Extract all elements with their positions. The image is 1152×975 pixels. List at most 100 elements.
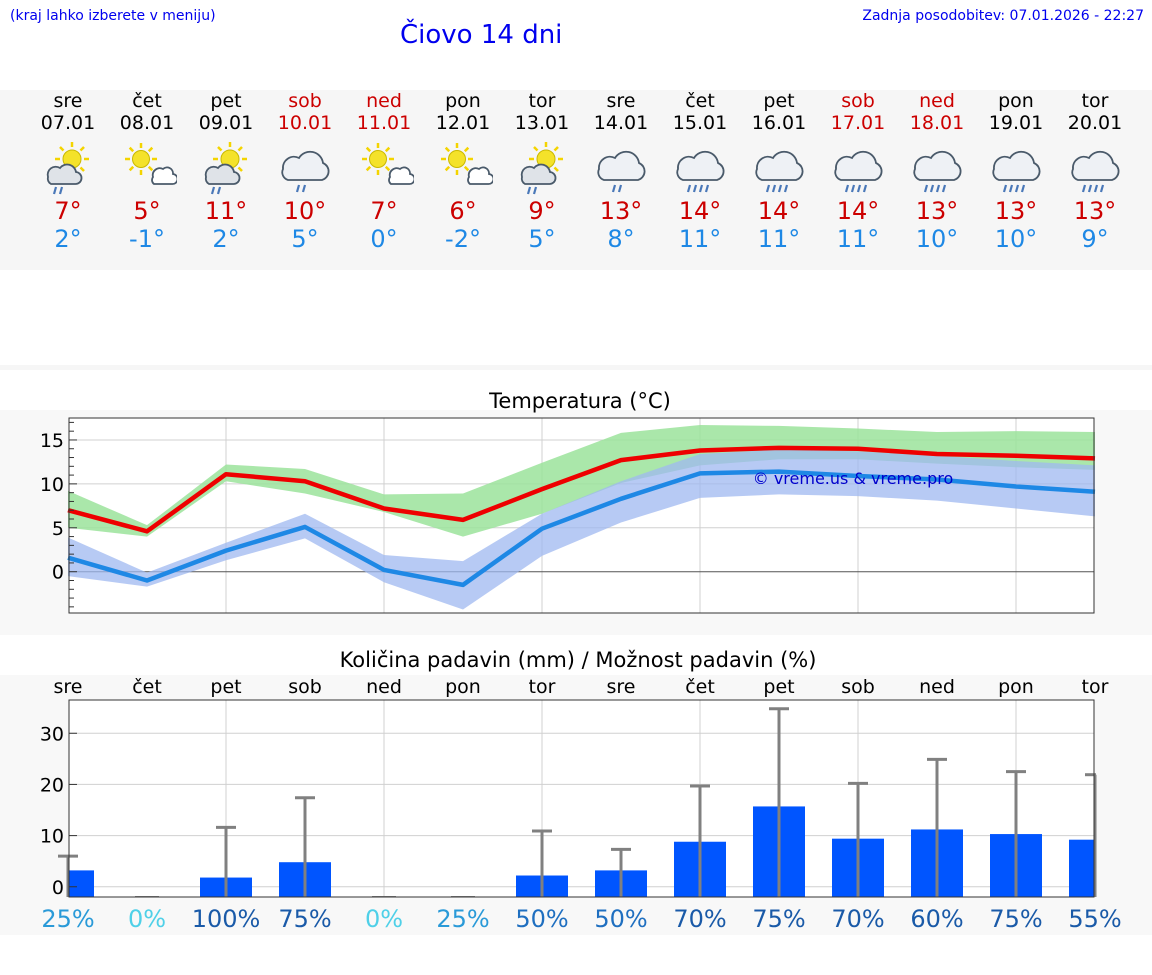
precipitation-probability: 0% [128,905,166,933]
day-column: pon 19.01 13° 10° [976,90,1056,253]
precipitation-probability: 100% [192,905,261,933]
min-temperature: 5° [291,225,319,253]
temperature-chart: 15 10 5 0 Temperatura (°C) © vreme.us & vreme… [40,389,1096,614]
day-column: čet 15.01 14° 11° [660,90,740,253]
x-day-label: pon [998,676,1034,698]
min-temperature: 2° [212,225,240,253]
day-name: tor [528,90,556,112]
cloud-heavy-rain-icon [818,137,898,197]
y-tick-label: 10 [40,826,64,848]
temperature-chart-title: Temperatura (°C) [488,389,671,413]
x-day-label: ned [366,676,402,698]
sun-shape [529,142,563,176]
day-column: sob 17.01 14° 11° [818,90,898,253]
day-date: 19.01 [988,112,1044,134]
sun-cloud-icon [107,137,187,197]
x-day-label: ned [919,676,955,698]
min-temperature: 11° [757,225,801,253]
day-name: čet [132,90,162,112]
day-date: 15.01 [672,112,728,134]
location-menu-hint[interactable]: (kraj lahko izberete v meniju) [10,8,216,24]
min-temperature: 0° [370,225,398,253]
max-temperature-line [67,445,1096,534]
day-name: pon [998,90,1034,112]
plot-frame [68,417,1095,614]
max-temperature: 9° [528,197,556,225]
cloud-heavy-rain-icon [739,137,819,197]
cloud-heavy-rain-icon [897,137,977,197]
precipitation-probability: 50% [515,905,568,933]
min-temperature: 2° [54,225,82,253]
day-name: sre [606,90,636,112]
day-date: 12.01 [435,112,491,134]
max-temperature: 7° [54,197,82,225]
day-name: ned [919,90,955,112]
day-date: 20.01 [1067,112,1123,134]
max-temperature: 13° [1073,197,1117,225]
sun-cloud-icon [344,137,424,197]
x-day-label: tor [529,676,556,698]
y-tick-label: 0 [52,562,64,584]
precipitation-probability: 25% [436,905,489,933]
precipitation-probability: 75% [278,905,331,933]
sun-shape [213,142,247,176]
band-divider [0,365,1152,370]
x-day-label: čet [132,676,162,698]
precipitation-bar [69,870,94,897]
x-day-label: sob [288,676,322,698]
day-column: sob 10.01 10° 5° [265,90,345,253]
day-name: tor [1081,90,1109,112]
precipitation-probability: 55% [1068,905,1121,933]
y-tick-label: 30 [40,723,64,745]
max-temperature: 5° [133,197,161,225]
day-date: 13.01 [514,112,570,134]
day-name: čet [685,90,715,112]
y-tick-label: 20 [40,774,64,796]
min-temperature: 11° [836,225,880,253]
y-tick-label: 5 [52,518,64,540]
cloud-rain-icon [265,137,345,197]
x-day-label: sre [607,676,636,698]
watermark-text: © vreme.us & vreme.pro [753,469,954,488]
min-temperature: 5° [528,225,556,253]
day-date: 17.01 [830,112,886,134]
max-temperature: 13° [994,197,1038,225]
precipitation-probability: 50% [594,905,647,933]
day-date: 18.01 [909,112,965,134]
min-temperature: 10° [915,225,959,253]
day-column: pet 16.01 14° 11° [739,90,819,253]
max-temperature: 14° [678,197,722,225]
day-date: 14.01 [593,112,649,134]
min-temperature: 8° [607,225,635,253]
precipitation-probability: 70% [673,905,726,933]
precipitation-probability: 75% [752,905,805,933]
day-date: 11.01 [356,112,412,134]
x-day-label: pon [445,676,481,698]
min-temperature: -1° [129,225,165,253]
day-column: ned 11.01 7° 0° [344,90,424,253]
day-date: 16.01 [751,112,807,134]
day-name: sob [288,90,322,112]
day-name: sob [841,90,875,112]
day-column: tor 20.01 13° 9° [1055,90,1135,253]
max-temperature: 7° [370,197,398,225]
min-temperature: -2° [445,225,481,253]
day-column: sre 14.01 13° 8° [581,90,661,253]
day-name: pet [763,90,795,112]
day-name: pet [210,90,242,112]
partly-sunny-rain-icon [186,137,266,197]
cloud-heavy-rain-icon [1055,137,1135,197]
precipitation-probability: 70% [831,905,884,933]
min-temperature-line [67,469,1096,588]
day-column: tor 13.01 9° 5° [502,90,582,253]
max-temperature: 11° [204,197,248,225]
day-name: pon [445,90,481,112]
last-update-text: Zadnja posodobitev: 07.01.2026 - 22:27 [862,8,1144,24]
day-date: 08.01 [119,112,175,134]
max-temperature: 14° [836,197,880,225]
sun-cloud-icon [423,137,503,197]
y-tick-label: 15 [40,430,64,452]
max-temperature: 10° [283,197,327,225]
day-column: ned 18.01 13° 10° [897,90,977,253]
day-column: čet 08.01 5° -1° [107,90,187,253]
